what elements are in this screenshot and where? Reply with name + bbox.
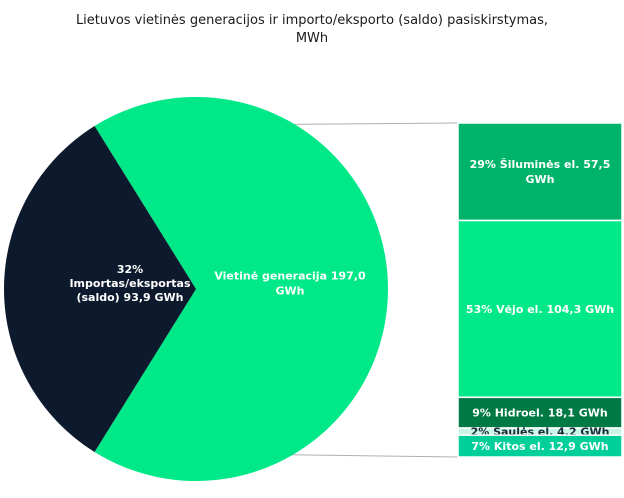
chart-title: Lietuvos vietinės generacijos ir importo… (76, 13, 548, 46)
bar-segment-label-0: 29% Šiluminės el. 57,5 GWh (470, 158, 611, 186)
pie-label-import-export: 32% Importas/eksportas (saldo) 93,9 GWh (69, 263, 191, 304)
pie-label-local-generation: Vietinė generacija 197,0 GWh (214, 270, 366, 298)
chart-title-line: MWh (296, 31, 328, 46)
bar-segment-label-4: 7% Kitos el. 12,9 GWh (471, 440, 608, 453)
bar-segment-label-2: 9% Hidroel. 18,1 GWh (472, 407, 608, 420)
bar-segment-0 (457, 122, 623, 222)
pie: Vietinė generacija 197,0 GWh 32% Importas/e… (3, 97, 388, 481)
bar-segment-label-1: 53% Vėjo el. 104,3 GWh (466, 303, 614, 316)
pie-slice-import-export (3, 125, 196, 453)
pie-slice-local-generation (94, 97, 388, 481)
breakdown-bar: 29% Šiluminės el. 57,5 GWh 53% Vėjo el. 10… (457, 122, 623, 458)
bar-segment-1 (457, 219, 623, 399)
bar-segment-4 (457, 434, 623, 458)
chart-title-line: Lietuvos vietinės generacijos ir importo… (76, 13, 548, 28)
